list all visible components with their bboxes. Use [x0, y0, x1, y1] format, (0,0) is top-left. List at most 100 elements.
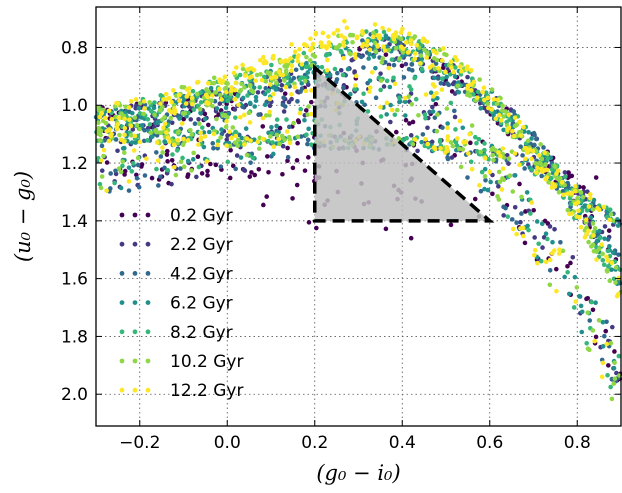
scatter-point [280, 171, 285, 177]
scatter-point [293, 67, 299, 73]
scatter-point [196, 164, 202, 170]
scatter-point [605, 258, 611, 263]
legend-marker [119, 300, 125, 305]
scatter-point [517, 162, 522, 168]
scatter-point [439, 58, 445, 63]
scatter-point [318, 40, 324, 45]
scatter-point [160, 150, 165, 155]
scatter-point [204, 87, 209, 92]
scatter-point [158, 174, 163, 180]
scatter-point [240, 66, 246, 72]
scatter-point [160, 117, 165, 122]
scatter-point [240, 95, 246, 101]
scatter-point [520, 233, 526, 239]
scatter-point [547, 267, 553, 273]
scatter-point [144, 156, 149, 161]
scatter-point [202, 134, 208, 139]
scatter-point [313, 30, 319, 36]
scatter-point [402, 95, 408, 101]
scatter-point [135, 162, 141, 168]
scatter-point [528, 211, 533, 216]
scatter-point [256, 166, 262, 172]
scatter-point [282, 78, 287, 83]
scatter-point [355, 34, 360, 40]
y-tick-label: 0.8 [61, 38, 88, 58]
scatter-point [552, 163, 558, 169]
scatter-point [106, 108, 112, 114]
scatter-point [148, 130, 154, 136]
scatter-point [500, 176, 505, 181]
scatter-point [391, 62, 397, 68]
scatter-point [244, 136, 250, 141]
scatter-point [590, 307, 596, 313]
scatter-point [305, 70, 311, 75]
scatter-point [609, 260, 615, 266]
scatter-point [569, 211, 574, 216]
scatter-point [409, 101, 415, 107]
legend-marker [145, 329, 151, 335]
scatter-point [448, 222, 454, 228]
scatter-point [599, 242, 605, 247]
scatter-point [151, 105, 157, 111]
scatter-point [319, 64, 325, 70]
scatter-point [501, 204, 506, 210]
scatter-point [514, 231, 519, 237]
scatter-point [427, 109, 432, 115]
scatter-point [104, 160, 110, 165]
scatter-point [493, 116, 499, 122]
scatter-point [158, 130, 163, 135]
scatter-point [519, 194, 524, 200]
legend-marker [145, 241, 151, 247]
scatter-point [372, 22, 378, 27]
scatter-point [223, 93, 228, 99]
scatter-point [360, 38, 365, 43]
scatter-point [167, 139, 172, 144]
scatter-point [407, 121, 412, 126]
scatter-point [535, 165, 540, 171]
scatter-point [253, 78, 258, 83]
scatter-point [247, 120, 253, 125]
legend-marker [145, 358, 151, 364]
scatter-point [600, 360, 606, 366]
scatter-point [574, 285, 580, 290]
scatter-point [529, 136, 534, 141]
scatter-point [558, 240, 563, 245]
scatter-point [597, 228, 602, 234]
scatter-point [451, 69, 457, 75]
scatter-point [458, 164, 464, 170]
scatter-point [600, 257, 606, 263]
scatter-point [264, 194, 270, 199]
scatter-point [161, 125, 166, 131]
scatter-point [126, 105, 132, 110]
scatter-point [332, 66, 338, 72]
scatter-point [576, 293, 582, 299]
scatter-point [269, 124, 274, 130]
scatter-point [120, 146, 126, 151]
scatter-point [587, 192, 593, 197]
scatter-point [240, 62, 245, 68]
scatter-point [476, 136, 482, 142]
scatter-point [588, 195, 593, 201]
scatter-point [415, 148, 420, 154]
scatter-point [392, 81, 398, 87]
scatter-point [568, 260, 573, 266]
scatter-point [269, 62, 274, 68]
scatter-point [616, 353, 622, 359]
scatter-point [591, 248, 597, 254]
scatter-point [229, 135, 234, 141]
scatter-point [477, 183, 482, 188]
scatter-point [338, 67, 344, 73]
scatter-point [507, 117, 512, 123]
scatter-point [365, 109, 371, 114]
scatter-point [498, 118, 504, 123]
scatter-point [225, 133, 230, 138]
scatter-point [433, 61, 439, 66]
scatter-point [410, 142, 416, 147]
scatter-point [491, 112, 496, 118]
scatter-point [197, 106, 203, 112]
scatter-point [267, 103, 273, 109]
scatter-point [600, 343, 606, 349]
scatter-point [616, 252, 621, 257]
scatter-point [604, 269, 610, 274]
scatter-point [251, 67, 257, 73]
